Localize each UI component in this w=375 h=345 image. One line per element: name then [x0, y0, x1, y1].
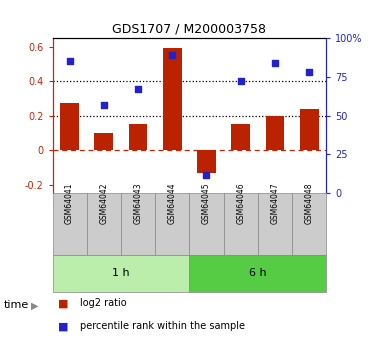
- Point: [101, 102, 107, 108]
- Text: GSM64046: GSM64046: [236, 183, 245, 224]
- Point: [135, 86, 141, 92]
- Text: ■: ■: [58, 298, 69, 308]
- Bar: [155, 193, 189, 255]
- Text: time: time: [4, 300, 29, 310]
- Text: GSM64043: GSM64043: [134, 183, 142, 224]
- Text: GSM64041: GSM64041: [65, 183, 74, 224]
- Bar: [53, 255, 189, 292]
- Bar: [231, 124, 250, 150]
- Title: GDS1707 / M200003758: GDS1707 / M200003758: [112, 22, 266, 36]
- Bar: [163, 48, 182, 150]
- Point: [204, 172, 210, 177]
- Bar: [266, 116, 284, 150]
- Bar: [292, 193, 326, 255]
- Bar: [300, 109, 318, 150]
- Text: GSM64044: GSM64044: [168, 183, 177, 224]
- Bar: [258, 193, 292, 255]
- Text: ▶: ▶: [31, 300, 38, 310]
- Text: GSM64047: GSM64047: [270, 183, 279, 224]
- Bar: [189, 255, 326, 292]
- Bar: [197, 150, 216, 172]
- Bar: [189, 193, 224, 255]
- Point: [67, 58, 73, 64]
- Text: GSM64048: GSM64048: [304, 183, 313, 224]
- Text: 6 h: 6 h: [249, 268, 267, 278]
- Text: log2 ratio: log2 ratio: [80, 298, 126, 308]
- Text: ■: ■: [58, 322, 69, 332]
- Bar: [60, 104, 79, 150]
- Bar: [129, 124, 147, 150]
- Bar: [53, 193, 87, 255]
- Point: [238, 79, 244, 84]
- Bar: [224, 193, 258, 255]
- Point: [169, 52, 175, 58]
- Text: GSM64045: GSM64045: [202, 183, 211, 224]
- Text: 1 h: 1 h: [112, 268, 130, 278]
- Bar: [87, 193, 121, 255]
- Text: percentile rank within the sample: percentile rank within the sample: [80, 322, 245, 332]
- Bar: [121, 193, 155, 255]
- Point: [306, 69, 312, 75]
- Text: GSM64042: GSM64042: [99, 183, 108, 224]
- Bar: [94, 133, 113, 150]
- Point: [272, 60, 278, 66]
